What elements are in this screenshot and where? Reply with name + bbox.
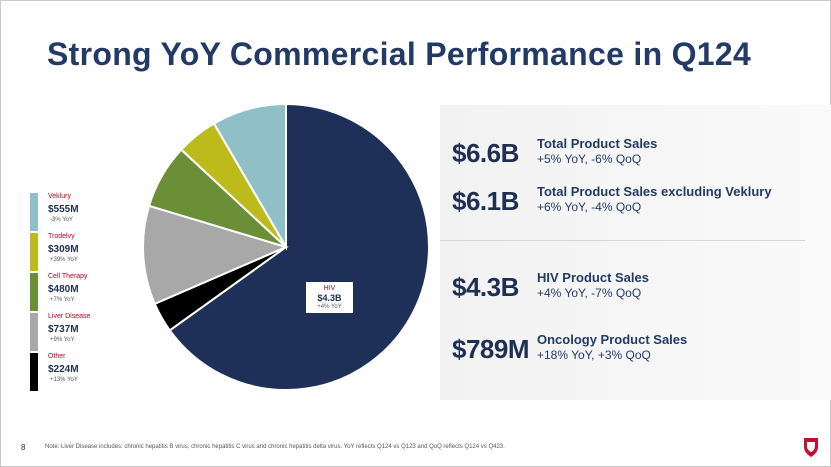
legend-swatch-cell-therapy bbox=[30, 273, 38, 311]
legend-name: Liver Disease bbox=[48, 313, 91, 320]
company-logo-icon bbox=[804, 438, 818, 457]
legend-item-liver-disease: Liver Disease $737M +9% YoY bbox=[30, 313, 130, 351]
stats-panel bbox=[440, 105, 831, 400]
stat-label-total: Total Product Sales bbox=[537, 136, 658, 151]
footnote: Note: Liver Disease includes: chronic he… bbox=[45, 444, 505, 450]
legend-yoy: +13% YoY bbox=[50, 377, 78, 383]
legend-item-cell-therapy: Cell Therapy $480M +7% YoY bbox=[30, 273, 130, 311]
legend-item-other: Other $224M +13% YoY bbox=[30, 353, 130, 391]
legend-swatch-trodelvy bbox=[30, 233, 38, 271]
legend-name: Trodelvy bbox=[48, 233, 75, 240]
stat-sub-total: +5% YoY, -6% QoQ bbox=[537, 152, 642, 166]
legend-yoy: +7% YoY bbox=[50, 297, 75, 303]
stat-value-ex-veklury: $6.1B bbox=[452, 186, 519, 216]
legend-yoy: -3% YoY bbox=[50, 217, 74, 223]
stat-value-hiv: $4.3B bbox=[452, 272, 519, 302]
legend-yoy: +39% YoY bbox=[50, 257, 78, 263]
stat-value-oncology: $789M bbox=[452, 334, 530, 364]
stat-label-ex-veklury: Total Product Sales excluding Veklury bbox=[537, 184, 772, 199]
hiv-slice-label: HIV $4.3B +4% YoY bbox=[306, 282, 353, 313]
legend-name: Cell Therapy bbox=[48, 273, 88, 280]
legend-swatch-other bbox=[30, 353, 38, 391]
hiv-label-value: $4.3B bbox=[317, 293, 342, 303]
hiv-label-name: HIV bbox=[323, 285, 336, 292]
slide-title: Strong YoY Commercial Performance in Q12… bbox=[47, 36, 752, 72]
stat-sub-hiv: +4% YoY, -7% QoQ bbox=[537, 286, 642, 300]
page-number: 8 bbox=[21, 443, 26, 452]
legend-name: Veklury bbox=[48, 193, 71, 200]
pie-slice-liver-disease bbox=[142, 204, 289, 306]
legend-value: $224M bbox=[48, 364, 79, 375]
legend-yoy: +9% YoY bbox=[50, 337, 75, 343]
legend-value: $737M bbox=[48, 324, 79, 335]
hiv-label-yoy: +4% YoY bbox=[317, 304, 342, 310]
legend-value: $309M bbox=[48, 244, 79, 255]
stat-value-total: $6.6B bbox=[452, 138, 519, 168]
legend-name: Other bbox=[48, 353, 66, 360]
legend-swatch-veklury bbox=[30, 193, 38, 231]
legend-item-veklury: Veklury $555M -3% YoY bbox=[30, 193, 130, 231]
legend-item-trodelvy: Trodelvy $309M +39% YoY bbox=[30, 233, 130, 271]
stats-divider bbox=[440, 240, 805, 241]
pie-slice-veklury bbox=[212, 102, 287, 251]
legend-value: $555M bbox=[48, 204, 79, 215]
stat-label-hiv: HIV Product Sales bbox=[537, 270, 649, 285]
stat-label-oncology: Oncology Product Sales bbox=[537, 332, 688, 347]
pie-slice-hiv bbox=[168, 102, 430, 391]
stat-sub-ex-veklury: +6% YoY, -4% QoQ bbox=[537, 200, 642, 214]
stat-sub-oncology: +18% YoY, +3% QoQ bbox=[537, 348, 651, 362]
legend-value: $480M bbox=[48, 284, 79, 295]
legend-swatch-liver-disease bbox=[30, 313, 38, 351]
